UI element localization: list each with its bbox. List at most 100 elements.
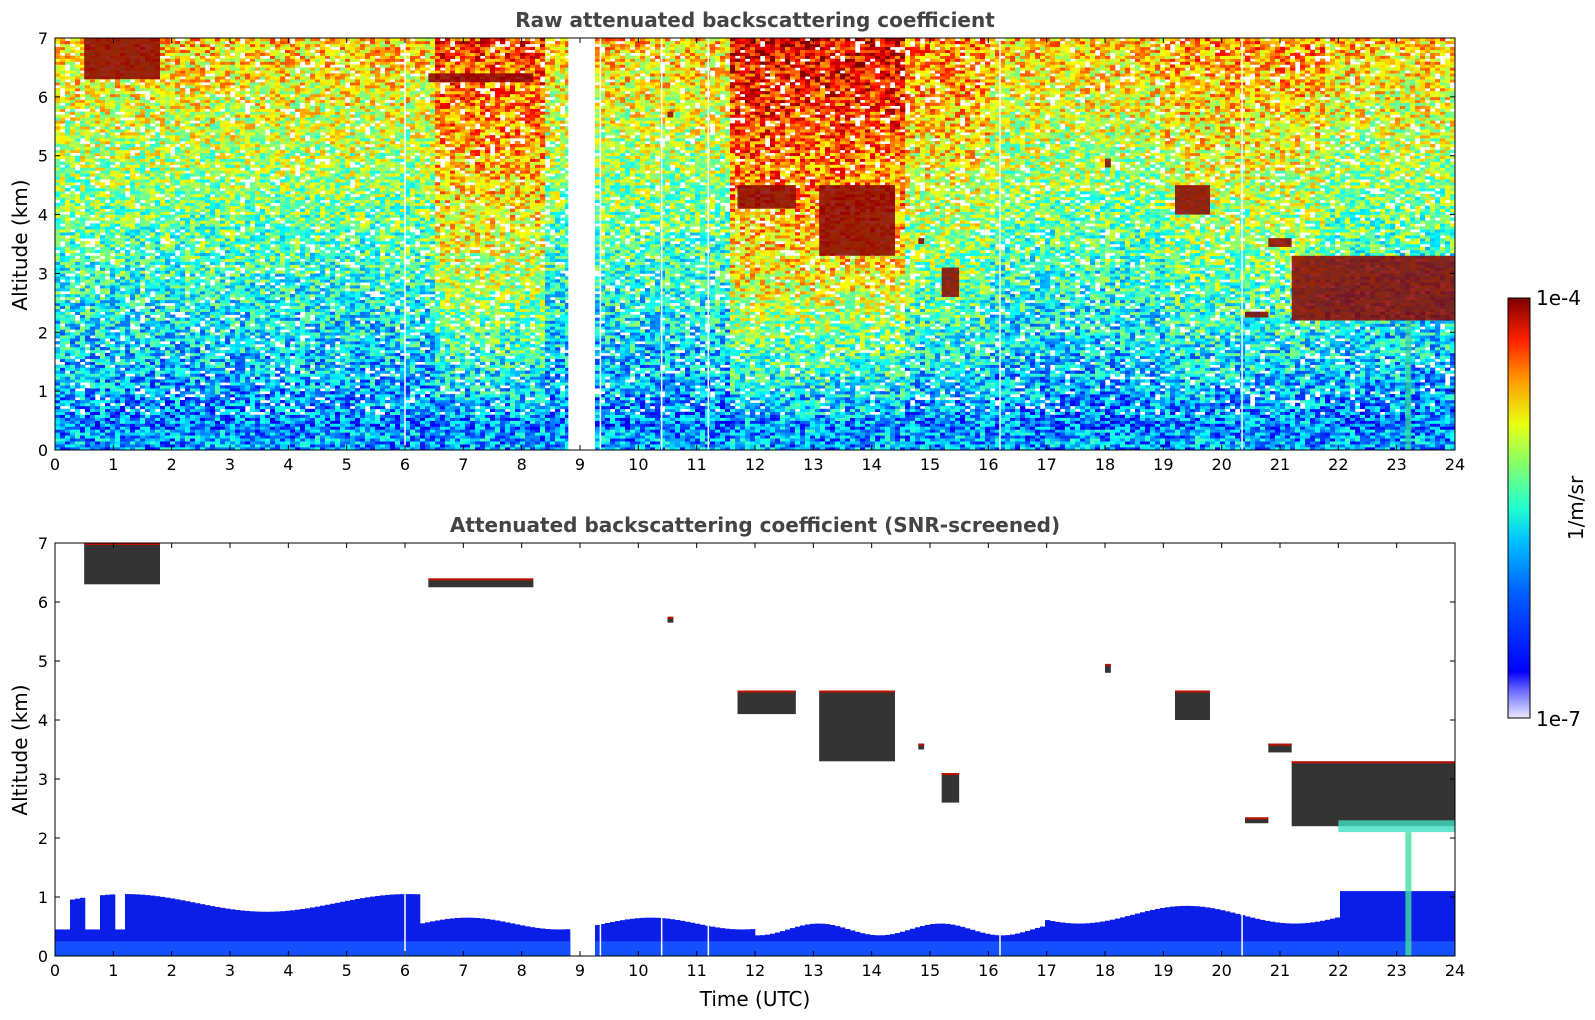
- top-x-tick-label: 4: [283, 455, 293, 474]
- top-y-tick-label: 3: [38, 264, 48, 283]
- bottom-y-tick-label: 7: [38, 534, 48, 553]
- bottom-x-tick-label: 19: [1153, 961, 1173, 980]
- bottom-x-tick-label: 5: [342, 961, 352, 980]
- bottom-cloud-layer: [819, 690, 895, 762]
- colorbar-unit-label: 1/m/sr: [1564, 475, 1588, 540]
- top-x-tick-label: 7: [458, 455, 468, 474]
- bottom-x-tick-label: 11: [686, 961, 706, 980]
- bottom-x-tick-label: 18: [1095, 961, 1115, 980]
- bottom-plot-frame: [54, 542, 1456, 957]
- top-cloud-layer: [941, 267, 960, 297]
- top-x-tick-label: 10: [628, 455, 648, 474]
- top-cloud-layer: [1291, 255, 1455, 321]
- bottom-x-tick-label: 7: [458, 961, 468, 980]
- top-cloud-layer: [819, 185, 895, 256]
- top-y-axis-label: Altitude (km): [8, 179, 32, 310]
- top-cloud-layer: [1105, 158, 1111, 168]
- top-y-tick-label: 6: [38, 88, 48, 107]
- top-x-tick-label: 2: [167, 455, 177, 474]
- top-cloud-layer: [918, 238, 925, 244]
- bottom-x-tick-label: 14: [861, 961, 881, 980]
- top-y-tick-label: 2: [38, 323, 48, 342]
- top-y-tick-label: 5: [38, 147, 48, 166]
- top-y-tick-label: 0: [38, 441, 48, 460]
- bottom-x-tick-label: 2: [167, 961, 177, 980]
- bottom-y-tick-label: 3: [38, 770, 48, 789]
- top-x-tick-label: 21: [1270, 455, 1290, 474]
- top-x-tick-label: 9: [575, 455, 585, 474]
- top-y-tick-label: 7: [38, 29, 48, 48]
- top-heatmap: [55, 38, 1455, 450]
- top-x-tick-label: 1: [108, 455, 118, 474]
- bottom-cloud-layer: [428, 578, 534, 588]
- bottom-x-tick-label: 9: [575, 961, 585, 980]
- top-x-tick-label: 22: [1328, 455, 1348, 474]
- bottom-x-axis-label: Time (UTC): [699, 987, 811, 1011]
- bottom-chart-title: Attenuated backscattering coefficient (S…: [450, 513, 1060, 537]
- top-x-tick-label: 18: [1095, 455, 1115, 474]
- bottom-y-tick-label: 1: [38, 888, 48, 907]
- colorbar-min-label: 1e-7: [1536, 707, 1581, 731]
- bottom-x-tick-label: 10: [628, 961, 648, 980]
- top-x-tick-label: 8: [517, 455, 527, 474]
- bottom-heatmap: [55, 543, 1455, 956]
- top-cloud-layer: [1175, 185, 1210, 215]
- bottom-cloud-layer: [1175, 690, 1210, 720]
- top-x-axis: 0 1 2 3 4 5 6 7 8 9 10 11 12 13 14 15 16 17 18 19 20 21 22 23 24: [50, 38, 1465, 474]
- bottom-x-tick-label: 24: [1445, 961, 1465, 980]
- top-cloud-layer: [84, 38, 160, 80]
- bottom-cloud-layer: [1268, 743, 1292, 753]
- bottom-cloud-layer: [1245, 817, 1269, 824]
- top-data-gap: [568, 38, 595, 450]
- bottom-x-tick-label: 13: [803, 961, 823, 980]
- top-y-tick-label: 1: [38, 382, 48, 401]
- top-x-tick-label: 11: [686, 455, 706, 474]
- bottom-x-axis: 0 1 2 3 4 5 6 7 8 9 10 11 12 13 14 15 16 17 18 19 20 21 22 23 24: [50, 543, 1465, 980]
- top-cloud-layer: [667, 111, 674, 118]
- top-x-tick-label: 15: [920, 455, 940, 474]
- top-x-tick-label: 3: [225, 455, 235, 474]
- colorbar: [1507, 297, 1531, 719]
- top-x-tick-label: 16: [978, 455, 998, 474]
- top-x-tick-label: 12: [745, 455, 765, 474]
- bottom-x-tick-label: 4: [283, 961, 293, 980]
- bottom-x-tick-label: 23: [1386, 961, 1406, 980]
- bottom-cloud-layer: [84, 543, 160, 585]
- top-x-tick-label: 5: [342, 455, 352, 474]
- bottom-y-tick-label: 0: [38, 947, 48, 966]
- bottom-x-tick-label: 21: [1270, 961, 1290, 980]
- top-cloud-layer: [428, 73, 534, 83]
- top-x-tick-label: 6: [400, 455, 410, 474]
- top-y-tick-label: 4: [38, 206, 48, 225]
- bottom-y-axis: 0 1 2 3 4 5 6 7: [38, 534, 1455, 966]
- top-cloud-layer: [737, 185, 796, 209]
- top-x-tick-label: 19: [1153, 455, 1173, 474]
- top-cloud-layer: [1268, 238, 1292, 247]
- top-x-tick-label: 23: [1386, 455, 1406, 474]
- top-x-tick-label: 17: [1036, 455, 1056, 474]
- bottom-x-tick-label: 3: [225, 961, 235, 980]
- top-x-tick-label: 24: [1445, 455, 1465, 474]
- bottom-x-tick-label: 17: [1036, 961, 1056, 980]
- bottom-x-tick-label: 22: [1328, 961, 1348, 980]
- colorbar-max-label: 1e-4: [1536, 286, 1581, 310]
- bottom-y-tick-label: 6: [38, 593, 48, 612]
- bottom-cloud-layer: [941, 773, 960, 803]
- top-y-axis: 0 1 2 3 4 5 6 7: [38, 29, 1455, 460]
- bottom-x-tick-label: 1: [108, 961, 118, 980]
- bottom-x-tick-label: 15: [920, 961, 940, 980]
- bottom-cloud-layer: [737, 690, 796, 715]
- bottom-y-tick-label: 4: [38, 711, 48, 730]
- bottom-x-tick-label: 6: [400, 961, 410, 980]
- bottom-cloud-layer: [1105, 663, 1111, 673]
- bottom-x-tick-label: 12: [745, 961, 765, 980]
- bottom-cloud-layer: [1291, 761, 1455, 827]
- bottom-x-tick-label: 16: [978, 961, 998, 980]
- bottom-x-tick-label: 8: [517, 961, 527, 980]
- bottom-y-axis-label: Altitude (km): [8, 684, 32, 815]
- bottom-y-tick-label: 5: [38, 652, 48, 671]
- top-cloud-layer: [1245, 311, 1269, 318]
- bottom-y-tick-label: 2: [38, 829, 48, 848]
- bottom-cloud-layer: [918, 743, 925, 750]
